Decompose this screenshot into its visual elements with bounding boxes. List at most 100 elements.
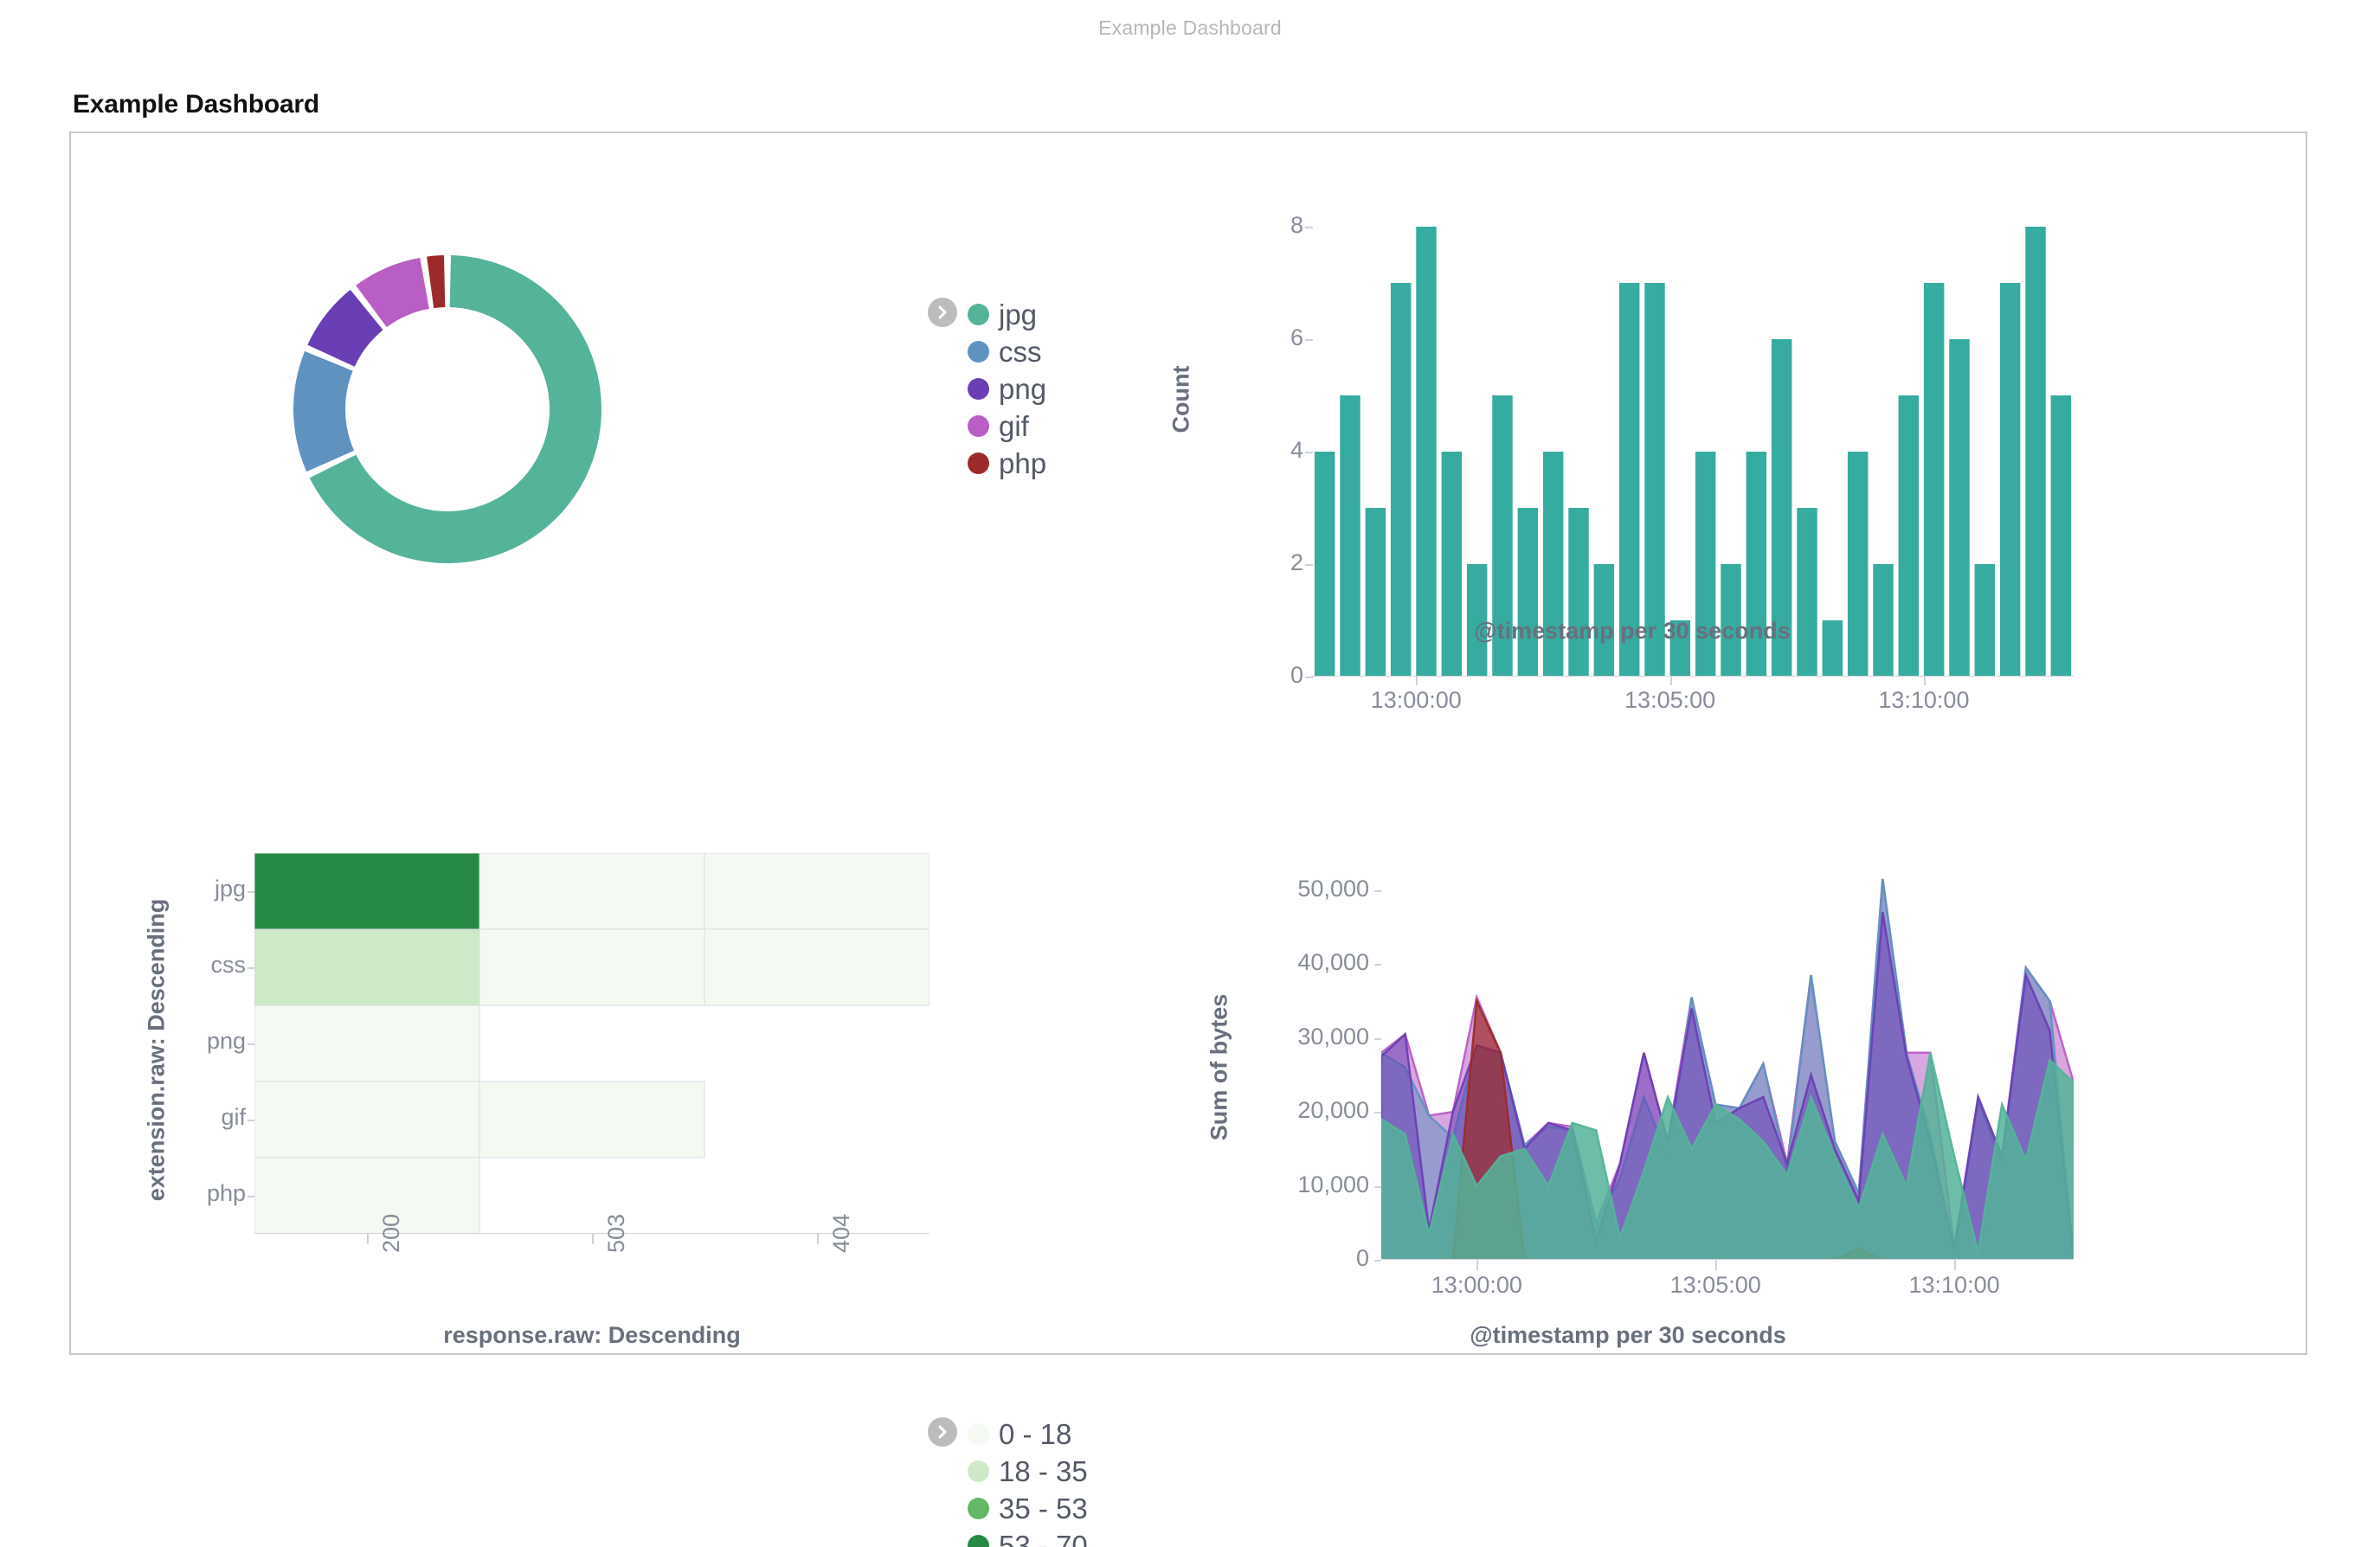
heatmap-y-tick-mark <box>248 1196 254 1197</box>
area-y-tick-label: 10,000 <box>1297 1171 1369 1197</box>
bar[interactable] <box>1314 452 1335 677</box>
heatmap-x-tick-mark <box>367 1234 369 1244</box>
bar[interactable] <box>1416 227 1437 677</box>
bar-y-axis-label: Count <box>1167 365 1194 433</box>
area-y-tick-mark <box>1374 889 1381 892</box>
heatmap-cell[interactable] <box>479 1081 705 1159</box>
heatmap-cell[interactable] <box>254 853 480 930</box>
legend-item-label: 0 - 18 <box>999 1418 1072 1450</box>
bar[interactable] <box>1644 283 1665 677</box>
heatmap-y-tick-mark <box>248 891 254 893</box>
y-tick-mark <box>1305 227 1313 228</box>
bar[interactable] <box>1721 564 1741 677</box>
bar[interactable] <box>1618 283 1640 677</box>
legend-color-dot <box>968 1498 989 1519</box>
heatmap-cell[interactable] <box>254 1005 480 1082</box>
area-x-tick-label: 13:05:00 <box>1669 1272 1761 1298</box>
heatmap-cell[interactable] <box>704 853 929 930</box>
heatmap-y-tick-mark <box>248 967 254 969</box>
y-tick-mark <box>1305 339 1313 341</box>
area-y-tick-mark <box>1374 1260 1381 1261</box>
area-y-tick-label: 40,000 <box>1297 949 1369 976</box>
pie-legend-item[interactable]: png <box>968 370 1046 408</box>
heatmap-cell[interactable] <box>254 1157 480 1234</box>
donut-slice-jpg[interactable] <box>309 255 601 563</box>
donut-slice-php[interactable] <box>427 255 446 309</box>
donut-slice-gif[interactable] <box>356 257 429 328</box>
bar[interactable] <box>1593 564 1615 677</box>
bar[interactable] <box>1746 452 1767 677</box>
donut-slice-css[interactable] <box>293 351 355 472</box>
bar[interactable] <box>1974 564 1996 677</box>
bar[interactable] <box>2025 227 2046 677</box>
bar[interactable] <box>1517 508 1539 677</box>
area-series-jpg[interactable] <box>1381 1052 2074 1260</box>
x-tick-mark <box>1923 677 1926 685</box>
y-tick-mark <box>1305 564 1313 566</box>
area-y-tick-label: 20,000 <box>1297 1097 1369 1124</box>
legend-collapse-icon[interactable] <box>928 1417 957 1447</box>
x-tick-mark <box>1416 677 1418 685</box>
y-tick-label: 2 <box>1290 549 1303 575</box>
heatmap-legend-item[interactable]: 53 - 70 <box>968 1527 1088 1547</box>
visualization-bar-chart: Count @timestamp per 30 seconds 0 2 4 6 8 13… <box>1167 137 2307 713</box>
heatmap-x-tick-label: 404 <box>828 1213 854 1253</box>
pie-legend-item[interactable]: jpg <box>968 296 1046 333</box>
pie-legend-item[interactable]: css <box>968 333 1046 370</box>
heatmap-y-tick-label: css <box>210 952 247 978</box>
donut-slice-png[interactable] <box>307 289 383 367</box>
heatmap-y-tick-label: jpg <box>214 876 246 902</box>
area-x-tick-mark <box>1476 1260 1479 1270</box>
bar[interactable] <box>1568 508 1589 677</box>
bar[interactable] <box>1492 395 1513 677</box>
bar[interactable] <box>1999 283 2021 677</box>
heatmap-legend-item[interactable]: 35 - 53 <box>968 1490 1088 1527</box>
legend-item-label: 35 - 53 <box>999 1492 1088 1525</box>
bar[interactable] <box>1542 452 1564 677</box>
bar[interactable] <box>1949 339 1970 677</box>
area-y-axis-label: Sum of bytes <box>1206 993 1232 1141</box>
heatmap-x-tick-label: 200 <box>378 1213 404 1253</box>
area-series-php[interactable] <box>1381 997 2074 1260</box>
bar[interactable] <box>1365 508 1386 677</box>
bar[interactable] <box>1923 283 1945 677</box>
bar[interactable] <box>1771 339 1792 677</box>
heatmap-cell[interactable] <box>254 1081 480 1159</box>
bar[interactable] <box>1441 452 1463 677</box>
pie-legend-item[interactable]: php <box>968 445 1046 482</box>
bar[interactable] <box>1873 564 1894 677</box>
bar-x-axis-label: @timestamp per 30 seconds <box>1474 618 1791 644</box>
heatmap-cell[interactable] <box>479 853 705 930</box>
legend-collapse-icon[interactable] <box>928 298 957 327</box>
y-tick-mark <box>1305 677 1313 678</box>
bar[interactable] <box>2050 395 2072 677</box>
heatmap-y-tick-label: gif <box>221 1104 246 1130</box>
heatmap-cell[interactable] <box>254 928 480 1006</box>
bar[interactable] <box>1898 395 1920 677</box>
area-y-tick-label: 30,000 <box>1297 1023 1369 1050</box>
bar[interactable] <box>1797 508 1817 677</box>
bar[interactable] <box>1466 564 1488 677</box>
heatmap-cell[interactable] <box>479 928 705 1006</box>
heatmap-x-tick-mark <box>592 1234 594 1244</box>
bar[interactable] <box>1822 620 1843 677</box>
heatmap-legend-item[interactable]: 18 - 35 <box>968 1453 1088 1490</box>
page-footer: elastic Page 1 of 1 <box>0 1410 2380 1531</box>
visualization-area-chart: Sum of bytes @timestamp per 30 seconds 0… <box>1191 708 2307 1353</box>
pie-legend-item[interactable]: gif <box>968 408 1046 445</box>
bar[interactable] <box>1847 452 1869 677</box>
bar[interactable] <box>1340 395 1360 677</box>
heatmap-y-tick-mark <box>248 1120 254 1121</box>
area-y-tick-mark <box>1374 964 1381 966</box>
heatmap-cell[interactable] <box>704 928 929 1006</box>
bar[interactable] <box>1669 620 1691 677</box>
legend-color-dot <box>968 1535 989 1547</box>
y-tick-label: 6 <box>1290 324 1303 350</box>
x-tick-mark <box>1669 677 1672 685</box>
bar[interactable] <box>1695 452 1716 677</box>
bar[interactable] <box>1390 283 1412 677</box>
heatmap-x-tick-label: 503 <box>603 1213 629 1253</box>
heatmap-legend-item[interactable]: 0 - 18 <box>968 1415 1088 1453</box>
legend-color-dot <box>968 304 989 325</box>
